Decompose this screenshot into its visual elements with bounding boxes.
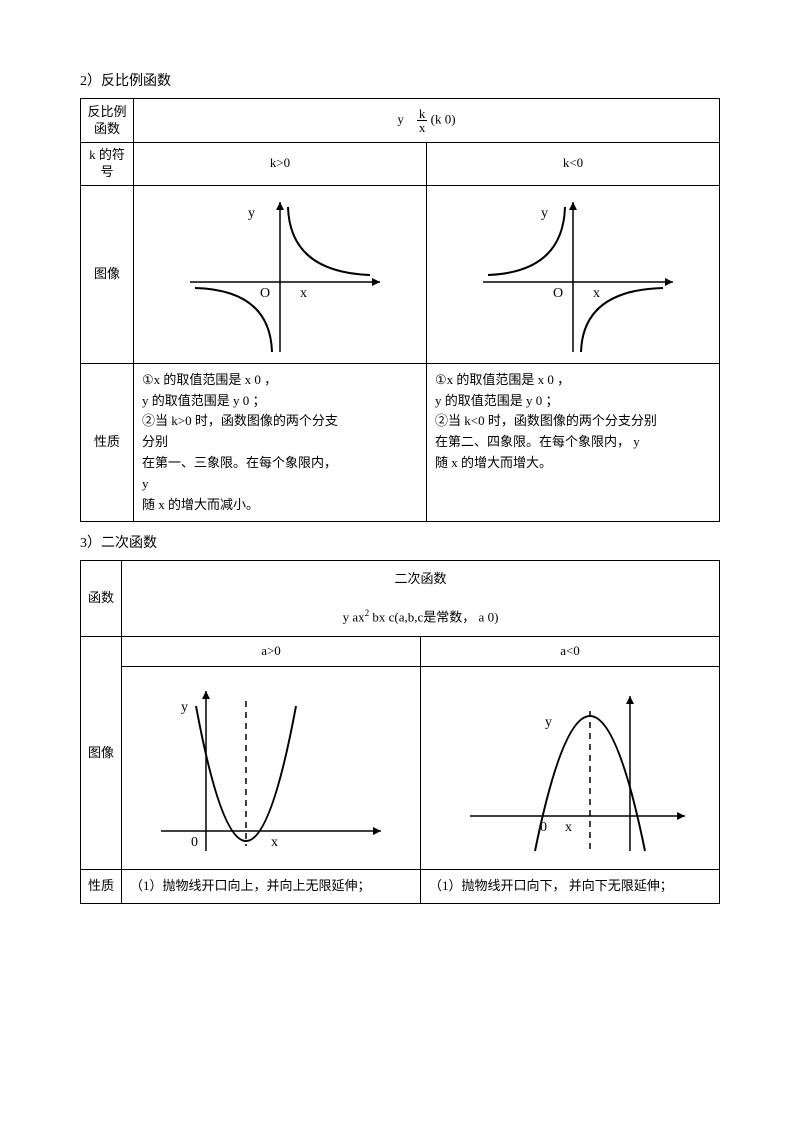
prop-line: 随 x 的增大而减小。 xyxy=(142,495,418,516)
graph-a-negative: y x 0 xyxy=(421,667,720,870)
prop-line: ②当 k>0 时，函数图像的两个分支 xyxy=(142,411,418,432)
prop-line: ①x 的取值范围是 x 0 ， xyxy=(142,370,418,391)
property-k-positive: ①x 的取值范围是 x 0 ， y 的取值范围是 y 0 ； ②当 k>0 时，… xyxy=(134,363,427,522)
y-axis-label: y xyxy=(545,715,552,730)
prop-line: ②当 k<0 时，函数图像的两个分支分别 xyxy=(435,411,711,432)
formula-num: k xyxy=(417,107,428,121)
a-positive-header: a>0 xyxy=(122,637,421,667)
quadratic-formula: y ax2 bx c(a,b,c是常数， a 0) xyxy=(122,598,720,637)
formula-cell: y k x (k 0) xyxy=(134,99,720,143)
y-axis-label: y xyxy=(181,700,188,715)
row-label-sign: k 的符号 xyxy=(81,143,134,186)
parabola-up-svg: y x 0 xyxy=(141,676,401,861)
x-axis-label: x xyxy=(271,835,278,850)
inverse-proportion-table: 反比例函数 y k x (k 0) k 的符号 k>0 k<0 图像 y x O xyxy=(80,98,720,522)
origin-label: 0 xyxy=(540,820,547,835)
prop-line: y xyxy=(142,474,418,495)
graph-a-positive: y x 0 xyxy=(122,667,421,870)
prop-line: 在第二、四象限。在每个象限内， y xyxy=(435,432,711,453)
row-label-property-2: 性质 xyxy=(81,870,122,904)
row-label-graph-2: 图像 xyxy=(81,637,122,870)
quadratic-table: 函数 二次函数 y ax2 bx c(a,b,c是常数， a 0) 图像 a>0… xyxy=(80,560,720,904)
formula-den: x xyxy=(417,121,428,134)
prop-line: y 的取值范围是 y 0 ； xyxy=(435,391,711,412)
row-label-function-2: 函数 xyxy=(81,561,122,637)
y-axis-label: y xyxy=(248,206,255,221)
origin-label: O xyxy=(260,286,270,301)
prop-line: ①x 的取值范围是 x 0 ， xyxy=(435,370,711,391)
row-label-function: 反比例函数 xyxy=(81,99,134,143)
prop-line: y 的取值范围是 y 0 ； xyxy=(142,391,418,412)
k-positive-header: k>0 xyxy=(134,143,427,186)
row-label-graph: 图像 xyxy=(81,185,134,363)
property-k-negative: ①x 的取值范围是 x 0 ， y 的取值范围是 y 0 ； ②当 k<0 时，… xyxy=(427,363,720,522)
x-axis-label: x xyxy=(565,820,572,835)
prop-line: 在第一、三象限。在每个象限内， xyxy=(142,453,418,474)
property-a-positive: （1）抛物线开口向上，并向上无限延伸； xyxy=(122,870,421,904)
k-negative-header: k<0 xyxy=(427,143,720,186)
graph-k-negative: y x O xyxy=(427,185,720,363)
origin-label: 0 xyxy=(191,835,198,850)
hyperbola-negative-svg: y x O xyxy=(453,192,693,357)
a-negative-header: a<0 xyxy=(421,637,720,667)
formula-y: y xyxy=(397,111,404,126)
x-axis-label: x xyxy=(593,286,600,301)
row-label-property: 性质 xyxy=(81,363,134,522)
quadratic-heading: 二次函数 xyxy=(122,561,720,598)
y-axis-label: y xyxy=(541,206,548,221)
property-a-negative: （1）抛物线开口向下， 并向下无限延伸； xyxy=(421,870,720,904)
formula-pre: y ax xyxy=(343,609,365,624)
formula-post: bx c(a,b,c是常数， a 0) xyxy=(369,609,498,624)
parabola-down-svg: y x 0 xyxy=(440,676,700,861)
origin-label: O xyxy=(553,286,563,301)
graph-k-positive: y x O xyxy=(134,185,427,363)
prop-line: 分别 xyxy=(142,432,418,453)
section-1-title: 2）反比例函数 xyxy=(80,70,720,90)
hyperbola-positive-svg: y x O xyxy=(160,192,400,357)
prop-line: 随 x 的增大而增大。 xyxy=(435,453,711,474)
section-2-title: 3）二次函数 xyxy=(80,532,720,552)
formula-cond: (k 0) xyxy=(431,111,456,126)
x-axis-label: x xyxy=(300,286,307,301)
